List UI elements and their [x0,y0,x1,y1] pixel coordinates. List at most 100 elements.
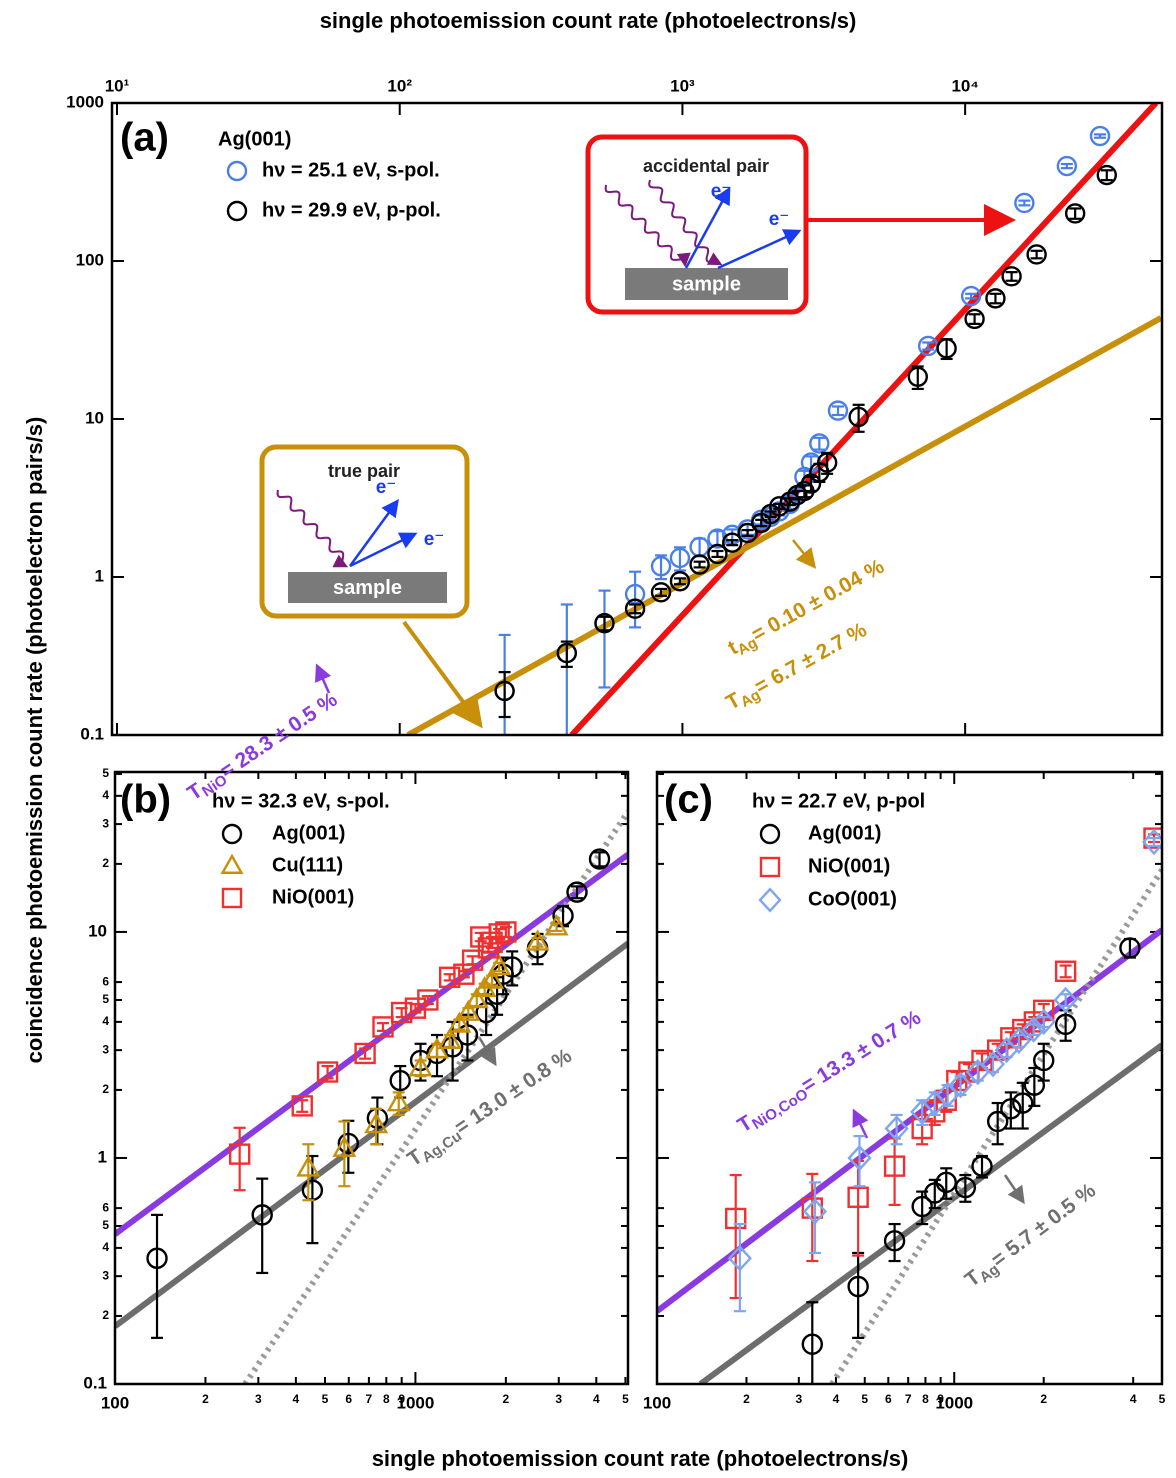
marker [1119,937,1141,959]
marker [488,923,510,945]
marker [1012,1018,1034,1041]
marker [816,452,838,473]
legend-label: NiO(001) [808,855,890,877]
marker [495,921,517,943]
marker [332,1135,357,1157]
marker [936,338,957,359]
marker [769,496,790,517]
x-tick-label: 10² [387,76,412,95]
fit-line [115,940,628,1329]
marker [985,288,1006,309]
marker [624,598,646,619]
x-tick-label: 7 [905,1392,912,1406]
plot-area [115,810,628,1384]
axes-frame [655,770,1164,1386]
top-axis-title: single photoemission count rate (photoel… [320,8,857,33]
marker [911,1195,933,1218]
marker [1089,125,1111,147]
x-tick-label: 2 [743,1392,750,1406]
axes-frame [110,101,1164,737]
marker [364,1112,389,1134]
marker [1006,1027,1031,1054]
marker [650,582,672,603]
x-tick-label: 5 [1159,1392,1166,1406]
marker [727,1245,752,1272]
marker [847,1186,869,1208]
inset-sample-label: sample [672,273,741,295]
marker [737,522,758,544]
axes-frame [113,770,630,1386]
y-tick-label: 5 [102,1218,109,1232]
fit-line [406,315,1162,735]
x-tick-label: 8 [922,1392,929,1406]
electron-label: e⁻ [769,209,790,230]
plot-area [657,827,1162,1384]
marker [226,200,248,222]
y-tick-label: 10 [85,408,104,427]
marker [221,887,243,909]
x-tick-label: 5 [622,1392,629,1406]
panel-label: (c) [664,778,713,822]
x-tick-label: 9 [398,1392,405,1406]
fit-line [569,103,1159,735]
electron-label: e⁻ [424,529,445,550]
x-tick-label: 3 [555,1392,562,1406]
marker [1021,1016,1046,1043]
y-tick-label: 2 [102,1308,109,1322]
marker [588,848,611,870]
legend-title: hν = 32.3 eV, s-pol. [212,790,390,812]
bottom-axis-title: single photoemission count rate (photoel… [372,1446,909,1471]
marker [221,823,243,845]
marker [337,1132,360,1155]
legend-label: Cu(111) [272,854,343,876]
annotation-value: = 5.7 ± 0.5 % [987,1178,1100,1271]
marker [971,1155,993,1177]
x-tick-label: 2 [202,1392,209,1406]
x-tick-label: 1000 [397,1393,435,1412]
marker [1012,1092,1034,1114]
x-tick-label: 4 [293,1392,300,1406]
inset-sample [288,572,447,603]
annotation-value: = 13.0 ± 0.8 % [450,1044,576,1139]
marker [487,954,512,976]
marker [251,1204,273,1226]
y-tick-label: 0.1 [83,1373,107,1392]
x-tick-label: 6 [345,1392,352,1406]
y-axis-title: coincidence photoemission count rate (ph… [22,417,47,1064]
marker [924,1182,946,1204]
marker [758,887,782,913]
annotation: TAg= 6.7 ± 2.7 % [722,618,872,717]
marker [1001,266,1022,287]
marker [291,1095,313,1117]
marker [935,1171,957,1194]
marker [883,1230,906,1252]
electron-arrow [717,229,802,270]
marker [1023,1074,1046,1096]
inset-sample-label: sample [333,577,402,599]
marker [296,1155,321,1177]
x-tick-label: 100 [101,1393,129,1412]
marker [848,406,869,428]
x-tick-label: 10⁴ [951,76,978,95]
electron-label: e⁻ [711,181,732,202]
legend-title: hν = 22.7 eV, p-pol [752,790,925,812]
marker [447,1011,472,1033]
marker [220,853,244,874]
marker [456,1024,479,1046]
x-tick-label: 1000 [935,1393,973,1412]
marker [954,1176,977,1199]
marker [802,1198,828,1225]
marker [1096,164,1117,186]
marker [1014,192,1035,214]
y-tick-label: 1 [98,1147,107,1166]
marker [847,1144,872,1172]
annotation-value: = 13.3 ± 0.7 % [797,1005,925,1097]
marker [146,1247,168,1269]
electron-arrow [684,186,731,269]
x-tick-label: 4 [833,1392,840,1406]
marker [552,904,574,927]
marker [494,680,515,702]
marker [847,1275,869,1298]
marker [884,1115,909,1142]
marker [948,1071,973,1099]
